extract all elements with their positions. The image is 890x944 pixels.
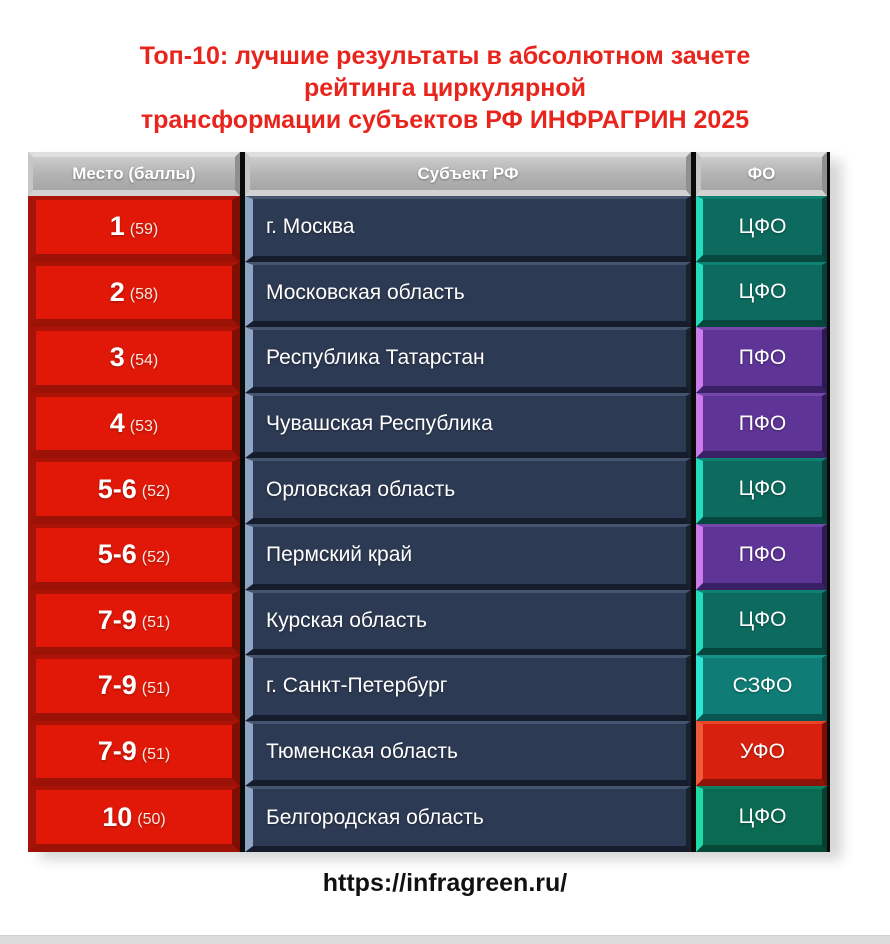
fo-cell: ПФО <box>696 392 827 459</box>
header-cell-fo: ФО <box>696 152 827 196</box>
place-cell: 5-6 (52) <box>28 458 240 524</box>
subject-name: Пермский край <box>266 543 413 567</box>
place-value: 10 <box>102 801 133 832</box>
place-value: 5-6 <box>97 473 137 504</box>
place-cell: 2 (58) <box>28 261 240 328</box>
fo-label: ЦФО <box>738 280 787 304</box>
place-cell: 7-9 (51) <box>28 655 240 721</box>
score-value: (50) <box>137 811 166 829</box>
score-value: (59) <box>129 220 159 238</box>
fo-label: ПФО <box>738 411 787 435</box>
fo-cell: ЦФО <box>696 786 827 852</box>
fo-label: ПФО <box>738 542 787 566</box>
fo-label: СЗФО <box>732 673 793 697</box>
subject-cell: г. Москва <box>245 196 691 262</box>
subject-cell: Чувашская Республика <box>245 392 691 459</box>
place-value: 5-6 <box>97 539 137 570</box>
footer-url: https://infragreen.ru/ <box>322 868 568 897</box>
subject-name: Курская область <box>266 608 427 632</box>
fo-cell: ПФО <box>696 327 827 393</box>
score-value: (51) <box>141 745 171 763</box>
subject-name: Московская область <box>266 280 465 304</box>
place-cell: 7-9 (51) <box>28 720 240 787</box>
fo-cell: ЦФО <box>696 261 827 328</box>
score-value: (54) <box>129 351 159 369</box>
score-value: (52) <box>141 483 171 501</box>
place-value: 2 <box>109 276 125 307</box>
subject-name: Орловская область <box>266 477 456 501</box>
ranking-table: Место (баллы) Субъект РФ ФО 1 (59) г. Мо… <box>28 152 830 852</box>
page-title: Топ-10: лучшие результаты в абсолютном з… <box>0 0 890 136</box>
place-value: 4 <box>109 408 125 439</box>
fo-label: ЦФО <box>738 214 787 238</box>
bottom-bar <box>0 935 890 944</box>
fo-cell: ПФО <box>696 523 827 590</box>
fo-cell: ЦФО <box>696 589 827 656</box>
fo-cell: УФО <box>696 720 827 787</box>
place-cell: 4 (53) <box>28 392 240 459</box>
header-cell-subject: Субъект РФ <box>245 152 691 196</box>
subject-cell: г. Санкт-Петербург <box>245 655 691 721</box>
subject-cell: Орловская область <box>245 458 691 524</box>
fo-cell: ЦФО <box>696 458 827 524</box>
title-line-1: Топ-10: лучшие результаты в абсолютном з… <box>139 42 751 70</box>
subject-name: Чувашская Республика <box>266 412 493 436</box>
fo-label: ЦФО <box>738 608 787 632</box>
fo-label: ЦФО <box>738 805 787 829</box>
fo-label: ПФО <box>738 345 787 369</box>
place-cell: 7-9 (51) <box>28 589 240 656</box>
place-cell: 10 (50) <box>28 786 240 852</box>
subject-cell: Тюменская область <box>245 720 691 787</box>
subject-name: Тюменская область <box>266 740 458 764</box>
score-value: (52) <box>141 548 171 566</box>
fo-cell: ЦФО <box>696 196 827 262</box>
subject-cell: Республика Татарстан <box>245 327 691 393</box>
subject-cell: Пермский край <box>245 523 691 590</box>
score-value: (51) <box>141 679 171 697</box>
score-value: (53) <box>129 417 159 435</box>
place-value: 7-9 <box>97 604 137 635</box>
fo-label: ЦФО <box>738 477 787 501</box>
fo-cell: СЗФО <box>696 655 827 721</box>
score-value: (58) <box>129 286 159 304</box>
subject-name: Республика Татарстан <box>266 346 485 370</box>
place-value: 7-9 <box>97 736 137 767</box>
place-value: 7-9 <box>97 670 137 701</box>
subject-name: г. Санкт-Петербург <box>266 674 448 698</box>
place-value: 1 <box>109 211 125 242</box>
place-cell: 5-6 (52) <box>28 523 240 590</box>
subject-name: г. Москва <box>266 215 355 239</box>
subject-name: Белгородская область <box>266 805 484 829</box>
title-line-3: трансформации субъектов РФ ИНФРАГРИН 202… <box>140 106 750 134</box>
fo-label: УФО <box>740 739 785 763</box>
header-cell-place: Место (баллы) <box>28 152 240 196</box>
subject-cell: Московская область <box>245 261 691 328</box>
place-value: 3 <box>109 342 125 373</box>
place-cell: 3 (54) <box>28 327 240 393</box>
subject-cell: Курская область <box>245 589 691 656</box>
place-cell: 1 (59) <box>28 196 240 262</box>
subject-cell: Белгородская область <box>245 786 691 852</box>
score-value: (51) <box>141 614 171 632</box>
title-line-2: рейтинга циркулярной <box>303 74 587 102</box>
